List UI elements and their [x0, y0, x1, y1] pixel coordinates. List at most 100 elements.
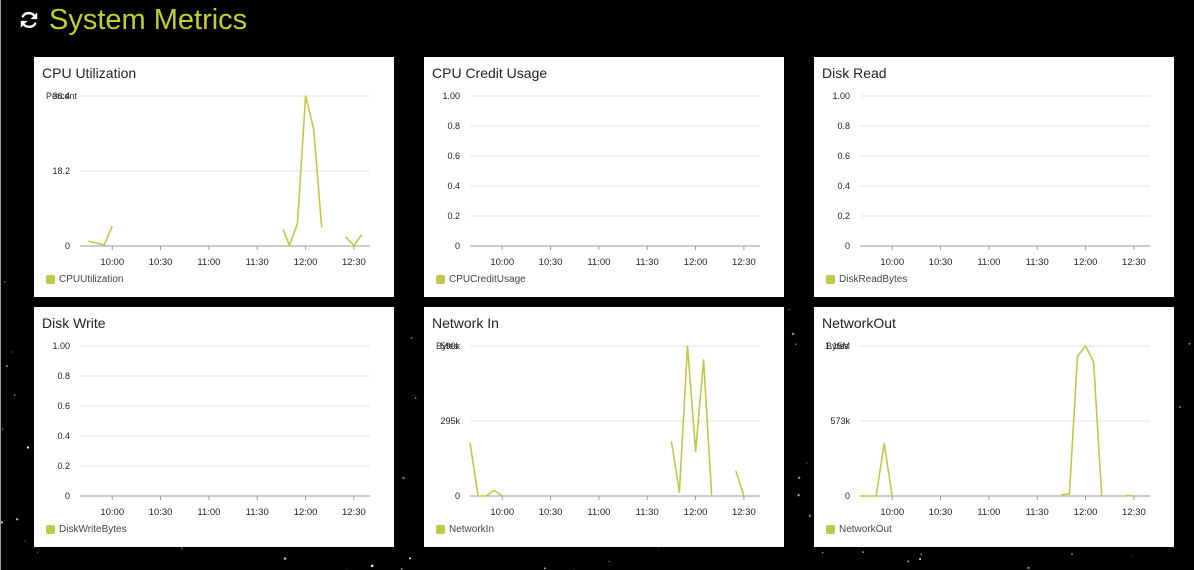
x-tick-label: 12:30: [732, 507, 756, 518]
series-line-NetworkOut: [1125, 494, 1134, 497]
star: [346, 568, 348, 569]
x-tick-label: 12:30: [1122, 507, 1146, 518]
star: [1, 428, 4, 431]
page-header: System Metrics: [18, 2, 247, 38]
panel-disk-read[interactable]: Disk Read 1.00 0.8 0.6 0.4 0.2 0 10:00 10:30 11:0…: [814, 57, 1174, 297]
star: [798, 476, 801, 479]
y-tick-label: 0.4: [57, 431, 70, 441]
y-tick-label: 1.15M: [825, 341, 850, 351]
y-tick-label: 0.8: [57, 371, 70, 381]
x-tick-label: 10:00: [100, 507, 124, 518]
legend[interactable]: CPUUtilization: [46, 274, 123, 285]
legend-label: NetworkOut: [839, 524, 892, 535]
x-tick-label: 10:00: [100, 257, 124, 268]
legend[interactable]: CPUCreditUsage: [436, 274, 526, 285]
series-line-CPUUtilization: [282, 95, 323, 246]
y-tick-label: 0: [65, 241, 70, 251]
series-line-CPUUtilization: [345, 234, 363, 247]
left-divider: [0, 0, 1, 570]
x-tick-label: 12:00: [1074, 507, 1098, 518]
star: [370, 564, 374, 568]
star: [1132, 556, 1134, 558]
panel-title: CPU Utilization: [42, 65, 137, 81]
refresh-icon[interactable]: [18, 9, 40, 31]
star: [402, 476, 405, 480]
star: [24, 540, 26, 542]
y-tick-label: 1.00: [442, 91, 460, 101]
panel-disk-write[interactable]: Disk Write 1.00 0.8 0.6 0.4 0.2 0 10:00 10:30 11:…: [34, 307, 394, 547]
legend-swatch: [46, 275, 55, 284]
x-tick-label: 11:30: [1026, 257, 1049, 268]
x-tick-label: 11:00: [977, 507, 1000, 518]
y-unit-label: Percent: [46, 91, 78, 101]
x-tick-label: 11:30: [636, 507, 659, 518]
star: [907, 560, 910, 563]
legend[interactable]: DiskReadBytes: [826, 274, 907, 285]
x-tick-label: 10:30: [929, 507, 953, 518]
legend[interactable]: DiskWriteBytes: [46, 524, 127, 535]
x-tick-label: 11:00: [587, 257, 610, 268]
star: [15, 518, 19, 521]
x-tick-label: 11:30: [636, 257, 659, 268]
panel-cpu-credit-usage[interactable]: CPU Credit Usage 1.00 0.8 0.6 0.4 0.2 0 10:00 10…: [424, 57, 784, 297]
x-tick-label: 11:30: [1026, 507, 1049, 518]
x-tick-label: 11:00: [977, 257, 1000, 268]
legend-swatch: [826, 525, 835, 534]
star: [821, 551, 824, 554]
series-line-NetworkIn: [469, 442, 503, 497]
y-tick-label: 295k: [440, 416, 460, 426]
legend-label: DiskWriteBytes: [59, 524, 127, 535]
y-tick-label: 0.2: [837, 211, 850, 221]
star: [283, 557, 287, 560]
y-tick-label: 0.6: [837, 151, 850, 161]
y-tick-label: 573k: [830, 416, 850, 426]
star: [400, 567, 403, 570]
star: [414, 397, 417, 399]
y-tick-label: 0.2: [447, 211, 460, 221]
star: [1188, 342, 1191, 345]
chart-disk-write: 1.00 0.8 0.6 0.4 0.2 0 10:00 10:30 11:00 11:30 12:…: [52, 341, 370, 518]
x-tick-label: 12:00: [684, 257, 708, 268]
page-title: System Metrics: [49, 4, 248, 36]
panel-title: Disk Write: [42, 315, 106, 331]
star: [795, 343, 797, 345]
legend-label: CPUUtilization: [59, 274, 124, 285]
panel-network-out[interactable]: NetworkOut Bytes 1.15M 573k 0 10:00 10:30 11:00…: [814, 307, 1174, 547]
x-tick-label: 12:00: [294, 257, 318, 268]
x-tick-label: 10:30: [929, 257, 953, 268]
star: [26, 446, 30, 449]
x-tick-label: 10:30: [539, 257, 563, 268]
star: [181, 547, 183, 550]
x-tick-label: 12:30: [732, 257, 756, 268]
panel-cpu-utilization[interactable]: CPU Utilization Percent 36.4 18.2 0 10:00 10:3…: [34, 57, 394, 297]
y-tick-label: 0: [845, 241, 850, 251]
x-tick-label: 11:00: [197, 257, 220, 268]
series-line-NetworkOut: [1061, 345, 1103, 497]
x-tick-label: 12:00: [684, 507, 708, 518]
y-tick-label: 0.4: [837, 181, 850, 191]
x-tick-label: 10:00: [880, 257, 904, 268]
x-tick-label: 11:00: [587, 507, 610, 518]
series-line-NetworkOut: [860, 443, 893, 497]
x-tick-label: 10:30: [539, 507, 563, 518]
star: [5, 364, 8, 368]
star: [808, 514, 812, 517]
y-unit-label: Bytes: [826, 341, 849, 351]
star: [791, 332, 795, 336]
y-tick-label: 0: [455, 491, 460, 501]
y-tick-label: 0.2: [57, 461, 70, 471]
star: [920, 553, 922, 556]
star: [806, 462, 808, 464]
y-tick-label: 0.4: [447, 181, 460, 191]
legend[interactable]: NetworkIn: [436, 524, 494, 535]
y-tick-label: 1.00: [832, 91, 850, 101]
star: [862, 551, 865, 554]
legend[interactable]: NetworkOut: [826, 524, 892, 535]
y-tick-label: 36.4: [52, 91, 70, 101]
star: [919, 557, 922, 561]
panel-network-in[interactable]: Network In Bytes 590k 295k 0 10:00 10:30 11:00 1…: [424, 307, 784, 547]
panel-title: CPU Credit Usage: [432, 65, 548, 81]
